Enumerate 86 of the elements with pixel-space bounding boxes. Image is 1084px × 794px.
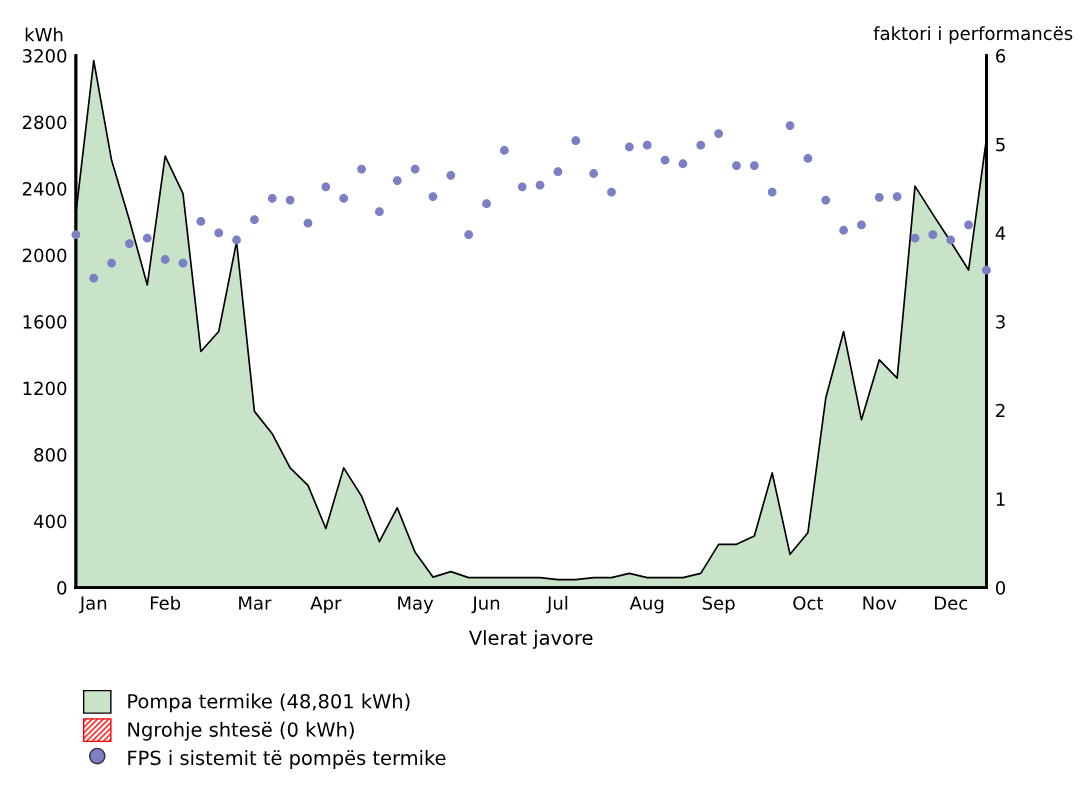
point (857, 220, 866, 230)
point (517, 182, 527, 192)
x-tick-label: Aug (629, 596, 664, 614)
legend-label: FPS i sistemit të pompës termike (128, 750, 446, 769)
y-tick-label: 2800 (22, 115, 67, 130)
point (767, 187, 777, 197)
y-tick-label: 1200 (23, 381, 67, 396)
point (678, 159, 688, 169)
point (321, 182, 331, 192)
point (642, 140, 652, 150)
point (464, 230, 474, 240)
x-tick-label: Mar (239, 596, 272, 610)
point (214, 228, 224, 238)
point (125, 239, 134, 248)
y-axis-title: kWh (25, 27, 63, 42)
x-tick-label: May (398, 596, 434, 614)
point (982, 265, 991, 275)
point (267, 193, 277, 203)
y2-tick-label: 4 (995, 226, 1006, 240)
point (785, 121, 795, 131)
point (589, 169, 599, 178)
legend-label: Ngrohje shtesë (0 kWh) (128, 721, 354, 741)
y-tick-label: 400 (33, 514, 67, 529)
point (553, 167, 563, 177)
point (946, 235, 956, 245)
point (749, 161, 759, 170)
point (499, 146, 509, 155)
point (964, 220, 973, 230)
point (285, 195, 295, 205)
point (303, 218, 313, 228)
y-tick-label: 1600 (23, 315, 67, 329)
point (714, 129, 724, 138)
point (446, 170, 456, 180)
point (874, 193, 884, 202)
point (571, 136, 581, 146)
legend-label: Pompa termike (48,801 kWh) (128, 693, 410, 713)
point (839, 225, 848, 235)
y-tick-label: 800 (34, 448, 67, 462)
x-tick-label: Jul (546, 595, 568, 614)
x-tick-label: Feb (150, 595, 181, 610)
point (160, 255, 170, 264)
point (410, 164, 420, 174)
y2-tick-label: 6 (996, 49, 1006, 63)
point (428, 192, 438, 201)
point (696, 140, 706, 150)
y-tick-label: 0 (57, 581, 67, 595)
point (624, 142, 634, 152)
point (928, 230, 938, 240)
x-tick-label: Oct (793, 596, 824, 610)
y2-tick-label: 1 (996, 492, 1005, 506)
point (178, 258, 188, 268)
y-tick-label: 3200 (22, 49, 67, 63)
point (892, 192, 902, 201)
y-tick-label: 2400 (22, 182, 67, 196)
point (196, 216, 206, 226)
x-tick-label: Apr (310, 596, 342, 614)
point (71, 230, 81, 240)
point (732, 161, 741, 170)
point (357, 164, 366, 174)
x-tick-label: Jan (78, 596, 107, 614)
point (910, 233, 920, 243)
x-tick-label: Jun (471, 596, 500, 614)
point (142, 233, 152, 243)
x-tick-label: Dec (935, 596, 968, 610)
point (89, 273, 99, 283)
point (482, 199, 491, 209)
point (607, 187, 616, 197)
point (392, 176, 402, 185)
y2-axis-title: faktori i performancës (873, 26, 1073, 44)
point (821, 195, 831, 205)
y-tick-label: 2000 (22, 248, 67, 263)
x-tick-label: Sep (702, 596, 735, 614)
point (660, 155, 670, 165)
point (232, 235, 241, 245)
y2-tick-label: 0 (995, 581, 1006, 595)
point (339, 193, 349, 203)
point (375, 207, 384, 217)
y2-tick-label: 2 (996, 403, 1005, 418)
y2-tick-label: 5 (996, 137, 1005, 152)
x-axis-title: Vlerat javore (469, 630, 593, 649)
y2-tick-label: 3 (996, 315, 1005, 329)
point (107, 258, 116, 268)
point (250, 215, 259, 224)
point (803, 154, 813, 163)
point (535, 180, 545, 190)
x-tick-label: Nov (863, 596, 897, 610)
